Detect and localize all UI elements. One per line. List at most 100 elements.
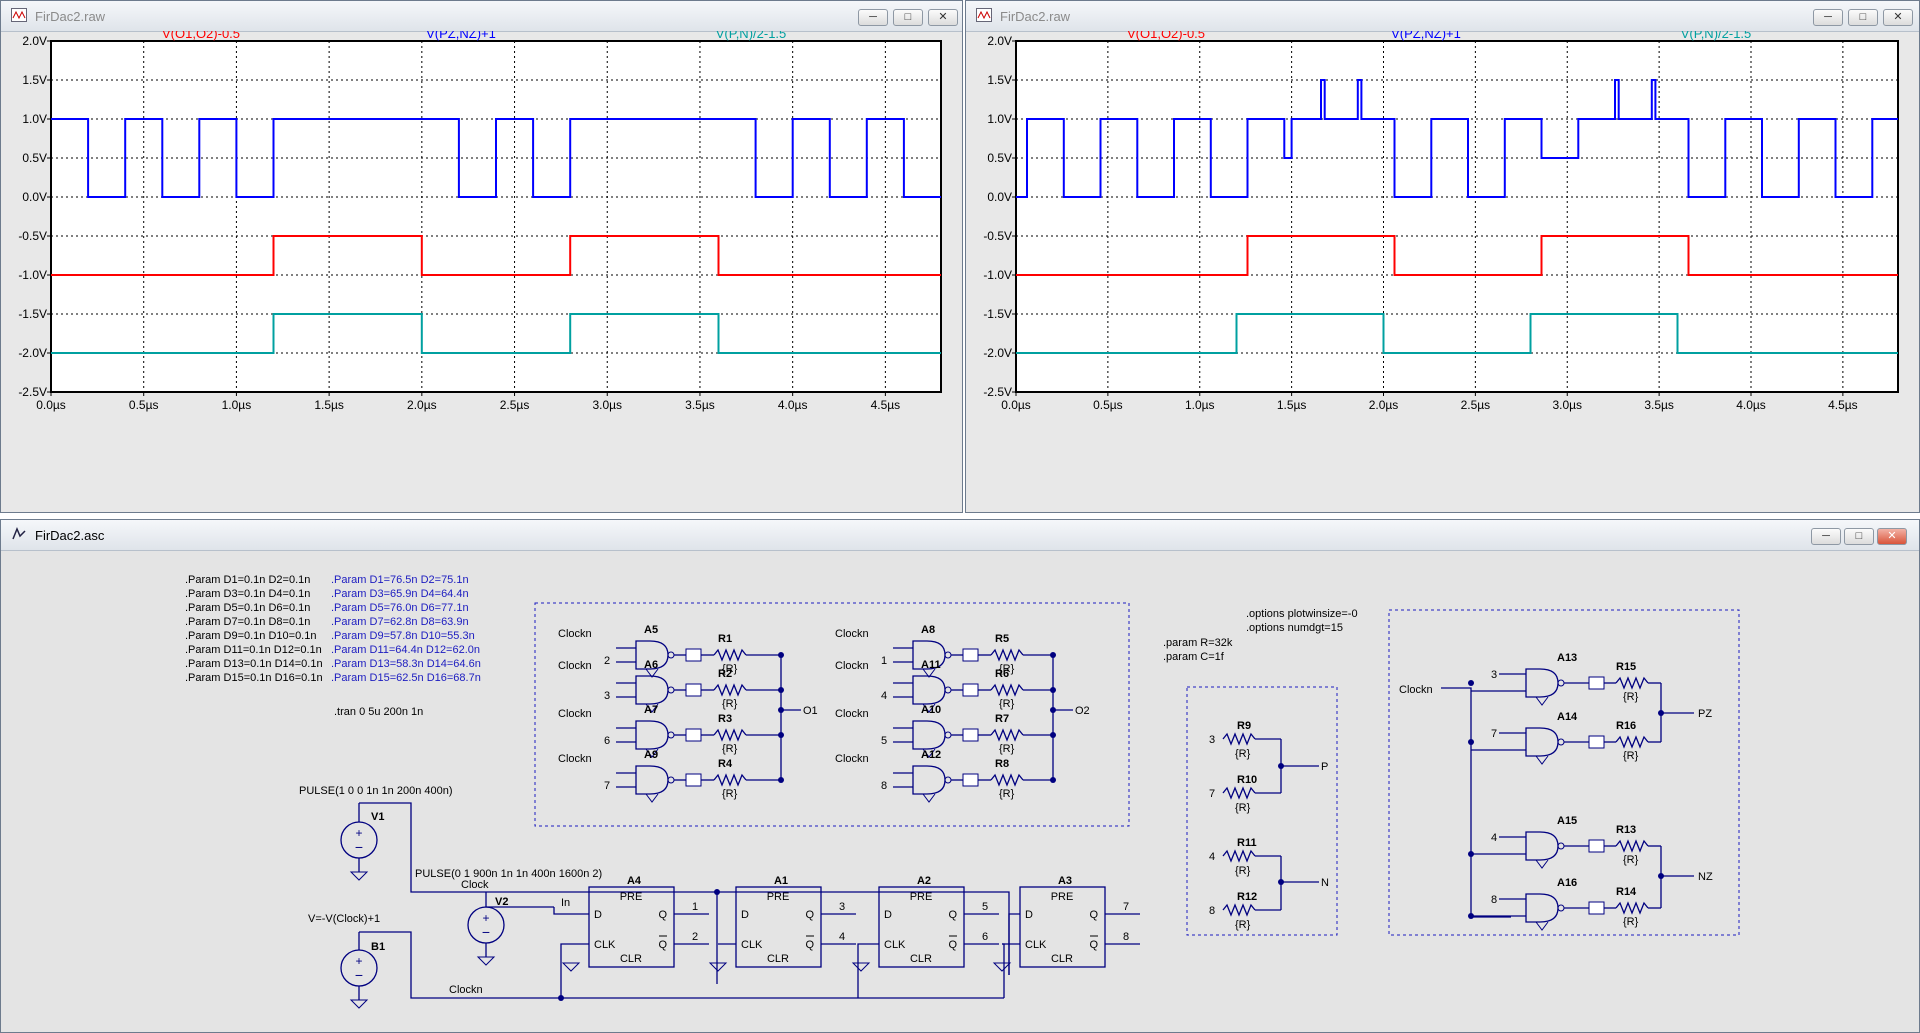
gate-ground <box>1535 755 1549 765</box>
y-tick-label: 0.5V <box>22 151 47 165</box>
gate-label: A14 <box>1557 711 1578 723</box>
x-tick-label: 4.5µs <box>871 398 901 412</box>
param-directive: .param R=32k <box>1163 637 1233 649</box>
y-tick-label: -0.5V <box>18 229 47 243</box>
net-number: 8 <box>1123 931 1129 943</box>
schematic-app-icon <box>12 527 26 540</box>
x-tick-label: 1.0µs <box>222 398 252 412</box>
resistor-label: R14 <box>1616 886 1637 898</box>
pin-number: 4 <box>1491 832 1497 844</box>
pin-label-q: Q <box>948 909 957 921</box>
minimize-button[interactable]: ─ <box>1813 9 1843 26</box>
delay-block <box>962 648 979 662</box>
resistor-r7 <box>990 728 1024 742</box>
minimize-button[interactable]: ─ <box>858 9 888 26</box>
waveform-plot[interactable]: 2.0V 1.5V 1.0V 0.5V 0.0V -0.5V -1.0V -1.5V -2.0V… <box>966 31 1919 512</box>
resistor-label: R3 <box>718 713 732 725</box>
param-line: .Param D13=58.3n D14=64.6n <box>331 658 481 670</box>
resistor-r15 <box>1615 676 1649 690</box>
waveform-app-icon <box>976 8 992 22</box>
maximize-button[interactable]: □ <box>893 9 923 26</box>
pin-label-clk: CLK <box>741 939 763 951</box>
junction-dot <box>1468 739 1474 745</box>
dashed-group-box <box>534 602 1130 827</box>
resistor-value: {R} <box>722 698 738 710</box>
close-button[interactable]: ✕ <box>928 9 958 26</box>
behavioral-source-expr: V=-V(Clock)+1 <box>308 913 380 925</box>
maximize-button[interactable]: □ <box>1848 9 1878 26</box>
ground-symbol <box>851 962 871 972</box>
resistor-r10 <box>1222 786 1256 800</box>
net-label-clockn: Clockn <box>558 753 592 765</box>
gate-label: A7 <box>644 704 658 716</box>
resistor-label: R6 <box>995 668 1009 680</box>
x-tick-label: 4.0µs <box>778 398 808 412</box>
gate-label: A11 <box>921 659 941 671</box>
minimize-button[interactable]: ─ <box>1811 528 1841 545</box>
title-bar[interactable]: FirDac2.raw ─ □ ✕ <box>966 1 1919 32</box>
pin-number: 8 <box>881 780 887 792</box>
net-label-n: N <box>1321 877 1329 889</box>
y-tick-label: -2.5V <box>18 385 47 399</box>
net-label-o2: O2 <box>1075 705 1090 717</box>
wire <box>553 907 589 915</box>
pin-label-pre: PRE <box>1051 891 1074 903</box>
y-tick-label: 2.0V <box>22 34 47 48</box>
title-bar[interactable]: FirDac2.raw ─ □ ✕ <box>1 1 962 32</box>
pin-label-q: Q <box>1089 909 1098 921</box>
delay-block <box>1588 901 1605 915</box>
resistor-value: {R} <box>1235 802 1251 814</box>
plus-sign: + <box>355 826 362 840</box>
gate-ground <box>922 703 936 713</box>
net-label-clockn: Clockn <box>835 708 869 720</box>
nand-gate-a5 <box>635 640 675 678</box>
x-tick-label: 0.5µs <box>1093 398 1123 412</box>
x-tick-label: 3.0µs <box>1552 398 1582 412</box>
x-tick-label: 3.5µs <box>1644 398 1674 412</box>
title-bar[interactable]: FirDac2.asc ─ □ ✕ <box>1 520 1919 551</box>
wire <box>1008 913 1020 975</box>
net-label-clockn: Clockn <box>835 660 869 672</box>
waveform-window-right: FirDac2.raw ─ □ ✕ 2.0V 1.5V 1.0V 0.5V 0.0V -0… <box>965 0 1920 513</box>
param-line: .Param D5=76.0n D6=77.1n <box>331 602 469 614</box>
pin-label-clr: CLR <box>620 953 642 965</box>
nand-gate-a13 <box>1525 668 1565 706</box>
flipflop-label: A3 <box>1058 875 1072 887</box>
resistor-r2 <box>713 683 747 697</box>
net-label-clock: Clock <box>461 879 489 891</box>
net-label-clockn: Clockn <box>835 753 869 765</box>
param-line: .Param D7=0.1n D8=0.1n <box>185 616 310 628</box>
y-tick-label: 1.5V <box>22 73 47 87</box>
y-tick-label: -1.5V <box>983 307 1012 321</box>
schematic-canvas[interactable]: .Param D1=0.1n D2=0.1n .Param D3=0.1n D4=… <box>1 520 1919 1032</box>
wire <box>1441 687 1511 918</box>
pin-number: 3 <box>604 690 610 702</box>
y-tick-label: 1.0V <box>987 112 1012 126</box>
y-tick-label: 1.0V <box>22 112 47 126</box>
resistor-value: {R} <box>1235 865 1251 877</box>
net-number: 4 <box>839 931 845 943</box>
param-line: .Param D15=62.5n D16=68.7n <box>331 672 481 684</box>
flipflop-label: A4 <box>627 875 642 887</box>
source-label: V2 <box>495 896 508 908</box>
x-tick-label: 1.0µs <box>1185 398 1215 412</box>
gate-ground <box>645 793 659 803</box>
gate-label: A10 <box>921 704 941 716</box>
wire <box>560 943 571 998</box>
gate-ground <box>922 793 936 803</box>
x-tick-label: 4.0µs <box>1736 398 1766 412</box>
gate-ground <box>1535 859 1549 869</box>
close-button[interactable]: ✕ <box>1883 9 1913 26</box>
waveform-plot[interactable]: 2.0V 1.5V 1.0V 0.5V 0.0V -0.5V -1.0V -1.5V -2.0V… <box>1 31 962 512</box>
resistor-value: {R} <box>999 663 1015 675</box>
pin-number: 7 <box>1491 728 1497 740</box>
x-tick-label: 2.5µs <box>500 398 530 412</box>
y-tick-label: -2.5V <box>983 385 1012 399</box>
gate-label: A16 <box>1557 877 1577 889</box>
trace-label: V(P,N)/2-1.5 <box>1681 31 1752 41</box>
maximize-button[interactable]: □ <box>1844 528 1874 545</box>
resistor-label: R1 <box>718 633 732 645</box>
x-tick-label: 1.5µs <box>1277 398 1307 412</box>
close-button[interactable]: ✕ <box>1877 528 1907 545</box>
trace-v-pz-nz-1 <box>51 118 941 198</box>
